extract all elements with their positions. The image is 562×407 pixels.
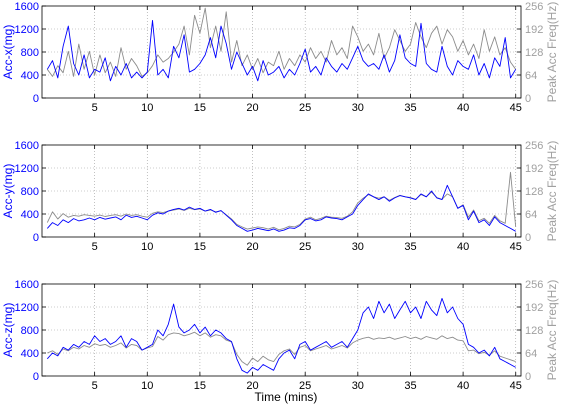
y2-axis-label: Peak Acc Freq(Hz) [545, 141, 559, 242]
x-tick-label: 25 [299, 380, 311, 392]
y2-tick-label: 0 [525, 93, 531, 105]
y2-tick-label: 128 [525, 325, 543, 337]
acceleration-series-line [46, 184, 516, 232]
acc-z-panel: 5 10 15 20 25 30 35 40 4504008001200160006412819… [1, 279, 559, 392]
x-tick-label: 25 [299, 241, 311, 253]
y2-tick-label: 128 [525, 186, 543, 198]
acceleration-series-line [46, 297, 516, 374]
y-tick-label: 1200 [15, 302, 39, 314]
x-tick-label: 40 [457, 102, 469, 114]
y-tick-label: 400 [21, 70, 39, 82]
x-tick-label: 30 [352, 102, 364, 114]
peak-freq-series-line [47, 331, 516, 366]
y2-tick-label: 192 [525, 24, 543, 36]
x-tick-label: 5 [92, 102, 98, 114]
y-axis-label: Acc-y(mg) [1, 164, 15, 219]
y2-tick-label: 256 [525, 279, 543, 291]
y-axis-label: Acc-z(mg) [1, 303, 15, 358]
acc-x-panel: 5 10 15 20 25 30 35 40 4504008001200160006412819… [1, 1, 559, 114]
x-tick-label: 45 [510, 380, 522, 392]
x-tick-label: 10 [141, 102, 153, 114]
y2-tick-label: 64 [525, 348, 537, 360]
y-tick-label: 0 [33, 93, 39, 105]
y2-tick-label: 192 [525, 302, 543, 314]
y-tick-label: 800 [21, 47, 39, 59]
y-tick-label: 400 [21, 209, 39, 221]
x-tick-label: 20 [246, 241, 258, 253]
y-tick-label: 400 [21, 348, 39, 360]
y-tick-label: 800 [21, 186, 39, 198]
y-tick-label: 0 [33, 232, 39, 244]
x-axis-label: Time (mins) [255, 390, 318, 404]
y-tick-label: 1600 [15, 140, 39, 152]
x-tick-label: 15 [194, 102, 206, 114]
x-tick-label: 45 [510, 102, 522, 114]
x-tick-label: 35 [404, 241, 416, 253]
y2-tick-label: 64 [525, 70, 537, 82]
acc-y-panel: 5 10 15 20 25 30 35 40 4504008001200160006412819… [1, 140, 559, 253]
x-tick-label: 5 [92, 380, 98, 392]
plot-area [42, 284, 521, 376]
y-tick-label: 1600 [15, 279, 39, 291]
y-tick-label: 0 [33, 371, 39, 383]
y-tick-label: 1600 [15, 1, 39, 13]
x-tick-label: 20 [246, 102, 258, 114]
y2-axis-label: Peak Acc Freq(Hz) [545, 280, 559, 381]
y2-tick-label: 256 [525, 140, 543, 152]
y2-tick-label: 128 [525, 47, 543, 59]
plot-area [42, 6, 521, 98]
y-axis-label: Acc-x(mg) [1, 25, 15, 80]
x-tick-label: 10 [141, 241, 153, 253]
acceleration-series-line [46, 19, 517, 82]
y2-tick-label: 256 [525, 1, 543, 13]
x-tick-label: 40 [457, 241, 469, 253]
y2-tick-label: 192 [525, 163, 543, 175]
x-tick-label: 25 [299, 102, 311, 114]
y2-tick-label: 64 [525, 209, 537, 221]
plot-area [42, 145, 521, 237]
y-tick-label: 1200 [15, 163, 39, 175]
x-tick-label: 30 [352, 380, 364, 392]
y2-axis-label: Peak Acc Freq(Hz) [545, 2, 559, 103]
x-tick-label: 45 [510, 241, 522, 253]
x-tick-label: 5 [92, 241, 98, 253]
x-tick-label: 40 [457, 380, 469, 392]
x-tick-label: 15 [194, 241, 206, 253]
x-tick-label: 10 [141, 380, 153, 392]
x-tick-label: 35 [404, 102, 416, 114]
x-tick-label: 35 [404, 380, 416, 392]
x-tick-label: 15 [194, 380, 206, 392]
x-tick-label: 30 [352, 241, 364, 253]
x-tick-label: 20 [246, 380, 258, 392]
y-tick-label: 800 [21, 325, 39, 337]
y2-tick-label: 0 [525, 232, 531, 244]
y2-tick-label: 0 [525, 371, 531, 383]
y-tick-label: 1200 [15, 24, 39, 36]
